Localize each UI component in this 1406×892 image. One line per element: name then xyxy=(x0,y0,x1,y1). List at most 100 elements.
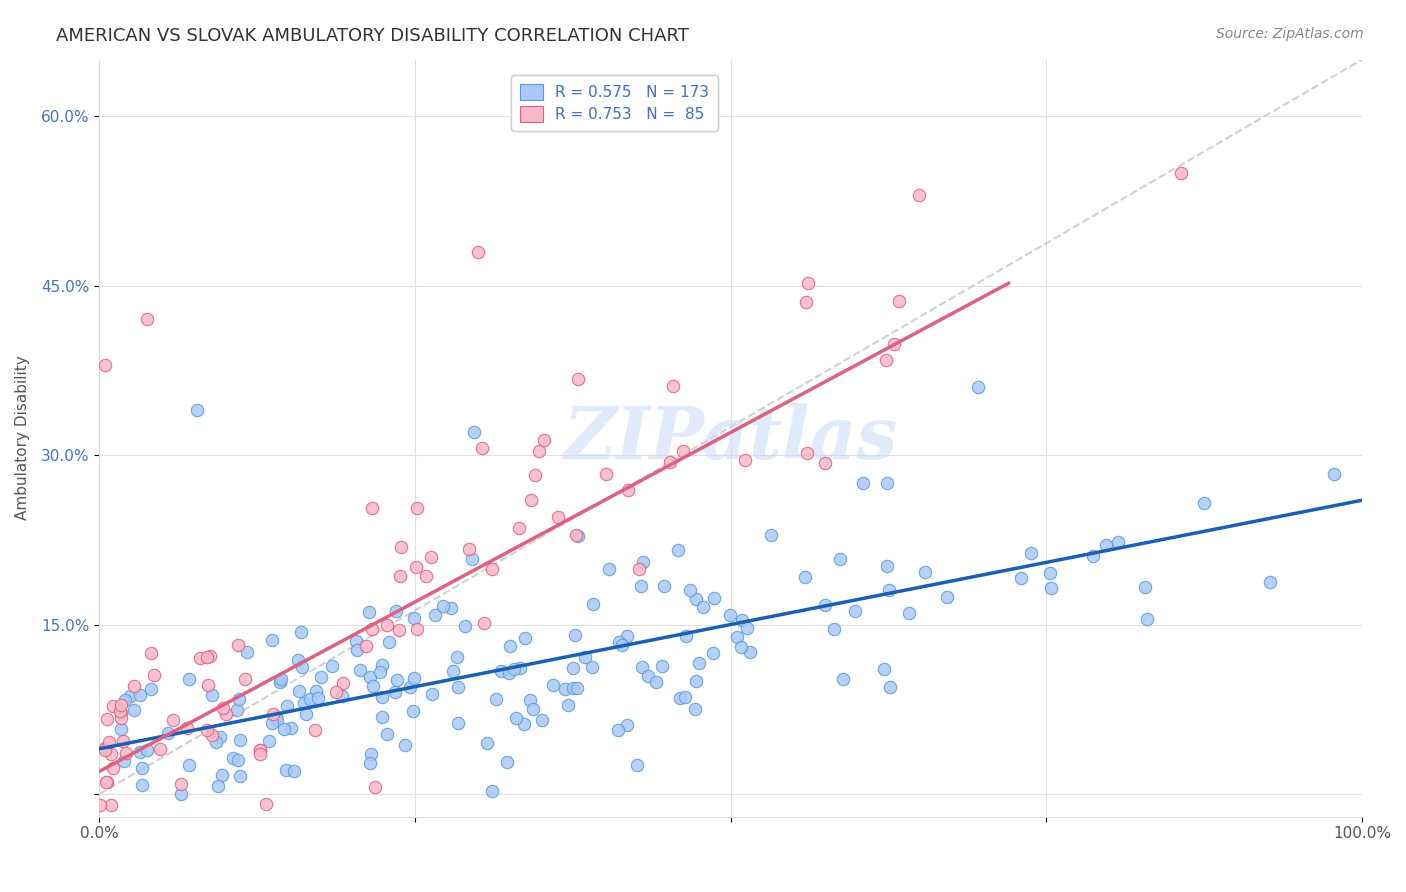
Point xyxy=(129,745,152,759)
Point xyxy=(225,703,247,717)
Point xyxy=(564,628,586,642)
Point xyxy=(644,675,666,690)
Point xyxy=(659,455,682,469)
Point xyxy=(441,665,464,679)
Y-axis label: Ambulatory Disability: Ambulatory Disability xyxy=(15,356,30,520)
Point xyxy=(652,579,675,593)
Point xyxy=(415,569,437,583)
Point xyxy=(96,712,118,726)
Point xyxy=(814,599,837,613)
Point xyxy=(1095,538,1118,552)
Point xyxy=(875,353,897,368)
Point xyxy=(844,604,866,618)
Point xyxy=(662,378,685,392)
Point xyxy=(260,632,283,647)
Point xyxy=(651,659,673,673)
Point xyxy=(471,441,494,455)
Point xyxy=(685,591,707,606)
Point xyxy=(883,337,905,351)
Point xyxy=(295,706,318,721)
Point xyxy=(616,629,638,643)
Point xyxy=(257,733,280,747)
Point xyxy=(581,660,603,674)
Point xyxy=(170,777,193,791)
Point xyxy=(595,467,617,481)
Point xyxy=(481,784,503,798)
Point xyxy=(156,725,179,739)
Legend: R = 0.575   N = 173, R = 0.753   N =  85: R = 0.575 N = 173, R = 0.753 N = 85 xyxy=(510,75,718,131)
Point xyxy=(508,521,530,535)
Point xyxy=(522,702,544,716)
Point xyxy=(823,622,845,636)
Text: AMERICAN VS SLOVAK AMBULATORY DISABILITY CORRELATION CHART: AMERICAN VS SLOVAK AMBULATORY DISABILITY… xyxy=(56,27,689,45)
Text: ZIPatlas: ZIPatlas xyxy=(564,402,897,474)
Point xyxy=(423,608,446,623)
Point xyxy=(565,681,588,695)
Point xyxy=(100,747,122,761)
Point xyxy=(485,692,508,706)
Point xyxy=(354,640,377,654)
Point xyxy=(228,638,250,652)
Point xyxy=(1258,574,1281,589)
Point xyxy=(89,798,111,813)
Point xyxy=(207,780,229,794)
Point xyxy=(402,704,425,718)
Point xyxy=(914,566,936,580)
Point xyxy=(1133,580,1156,594)
Point xyxy=(280,721,302,735)
Point xyxy=(254,797,277,811)
Point xyxy=(541,678,564,692)
Point xyxy=(672,443,695,458)
Point xyxy=(229,733,252,747)
Point xyxy=(359,605,381,619)
Point xyxy=(375,727,398,741)
Point xyxy=(228,769,250,783)
Point xyxy=(359,670,381,684)
Point xyxy=(399,680,422,694)
Point xyxy=(1010,571,1032,585)
Point xyxy=(703,591,725,606)
Point xyxy=(626,757,648,772)
Point xyxy=(561,681,583,696)
Point xyxy=(581,597,603,611)
Point xyxy=(567,372,589,386)
Point xyxy=(404,671,426,685)
Point xyxy=(388,569,411,583)
Point xyxy=(688,656,710,670)
Point xyxy=(467,244,489,259)
Point xyxy=(463,425,485,440)
Point xyxy=(378,635,401,649)
Point xyxy=(454,619,477,633)
Point xyxy=(683,702,706,716)
Point xyxy=(321,658,343,673)
Point xyxy=(897,606,920,620)
Point xyxy=(793,570,815,584)
Point xyxy=(360,747,382,761)
Point xyxy=(201,728,224,742)
Point xyxy=(547,509,569,524)
Point xyxy=(876,558,898,573)
Point xyxy=(565,528,588,542)
Point xyxy=(498,665,520,680)
Point xyxy=(139,682,162,697)
Point xyxy=(533,433,555,447)
Point xyxy=(908,188,931,202)
Point xyxy=(304,723,326,737)
Point xyxy=(512,716,534,731)
Point xyxy=(273,722,295,736)
Point xyxy=(475,736,498,750)
Point xyxy=(499,639,522,653)
Point xyxy=(935,590,957,604)
Point xyxy=(188,651,211,665)
Point xyxy=(509,660,531,674)
Point xyxy=(1083,549,1105,563)
Point xyxy=(128,688,150,702)
Point xyxy=(406,622,429,636)
Point xyxy=(1136,612,1159,626)
Point xyxy=(735,622,758,636)
Point xyxy=(363,680,385,694)
Point xyxy=(628,562,651,576)
Point xyxy=(574,649,596,664)
Point xyxy=(489,664,512,678)
Point xyxy=(264,709,287,723)
